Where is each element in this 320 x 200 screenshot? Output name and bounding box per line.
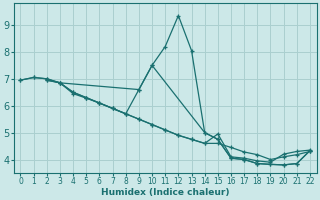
X-axis label: Humidex (Indice chaleur): Humidex (Indice chaleur): [101, 188, 229, 197]
